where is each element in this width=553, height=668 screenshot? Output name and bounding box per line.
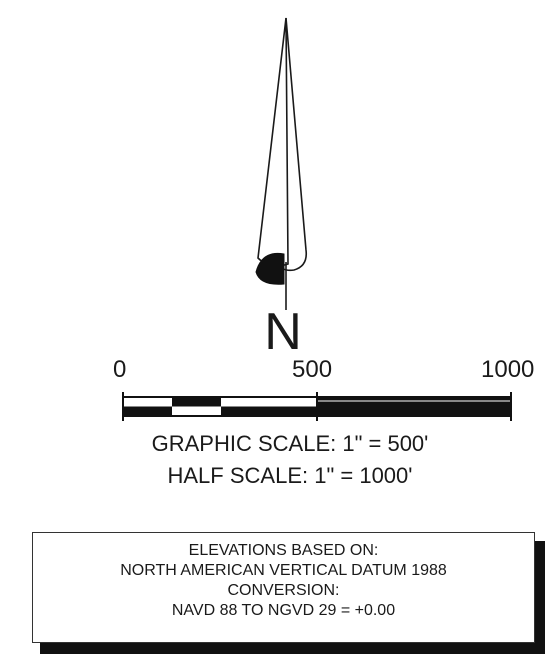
north-arrow-base: [255, 252, 285, 285]
scale-label-500: 500: [292, 356, 333, 383]
half-scale-caption: HALF SCALE: 1" = 1000': [167, 463, 413, 488]
graphic-scale-caption: GRAPHIC SCALE: 1" = 500': [151, 431, 429, 456]
north-arrow-icon: [255, 17, 308, 310]
scale-seg-2-top: [172, 398, 221, 407]
datum-line-4: NAVD 88 TO NGVD 29 = +0.00: [171, 602, 396, 619]
datum-line-2: NORTH AMERICAN VERTICAL DATUM 1988: [120, 562, 447, 579]
scale-seg-2-bottom: [172, 406, 221, 415]
north-arrow-pointer: [257, 17, 289, 267]
scale-label-1000: 1000: [481, 356, 535, 383]
scale-seg-1-bottom: [124, 406, 172, 415]
scale-seg-3-bottom: [221, 406, 317, 415]
datum-note-box: ELEVATIONS BASED ON: NORTH AMERICAN VERT…: [32, 532, 535, 643]
datum-line-3: CONVERSION:: [227, 582, 340, 599]
scale-seg-3-top: [221, 398, 317, 407]
scale-seg-1-top: [124, 398, 172, 407]
graphic-scale-bar: [122, 392, 512, 421]
north-label: N: [264, 303, 302, 361]
datum-line-1: ELEVATIONS BASED ON:: [188, 542, 379, 559]
scale-seg-4: [317, 398, 510, 415]
scale-label-0: 0: [113, 356, 127, 383]
